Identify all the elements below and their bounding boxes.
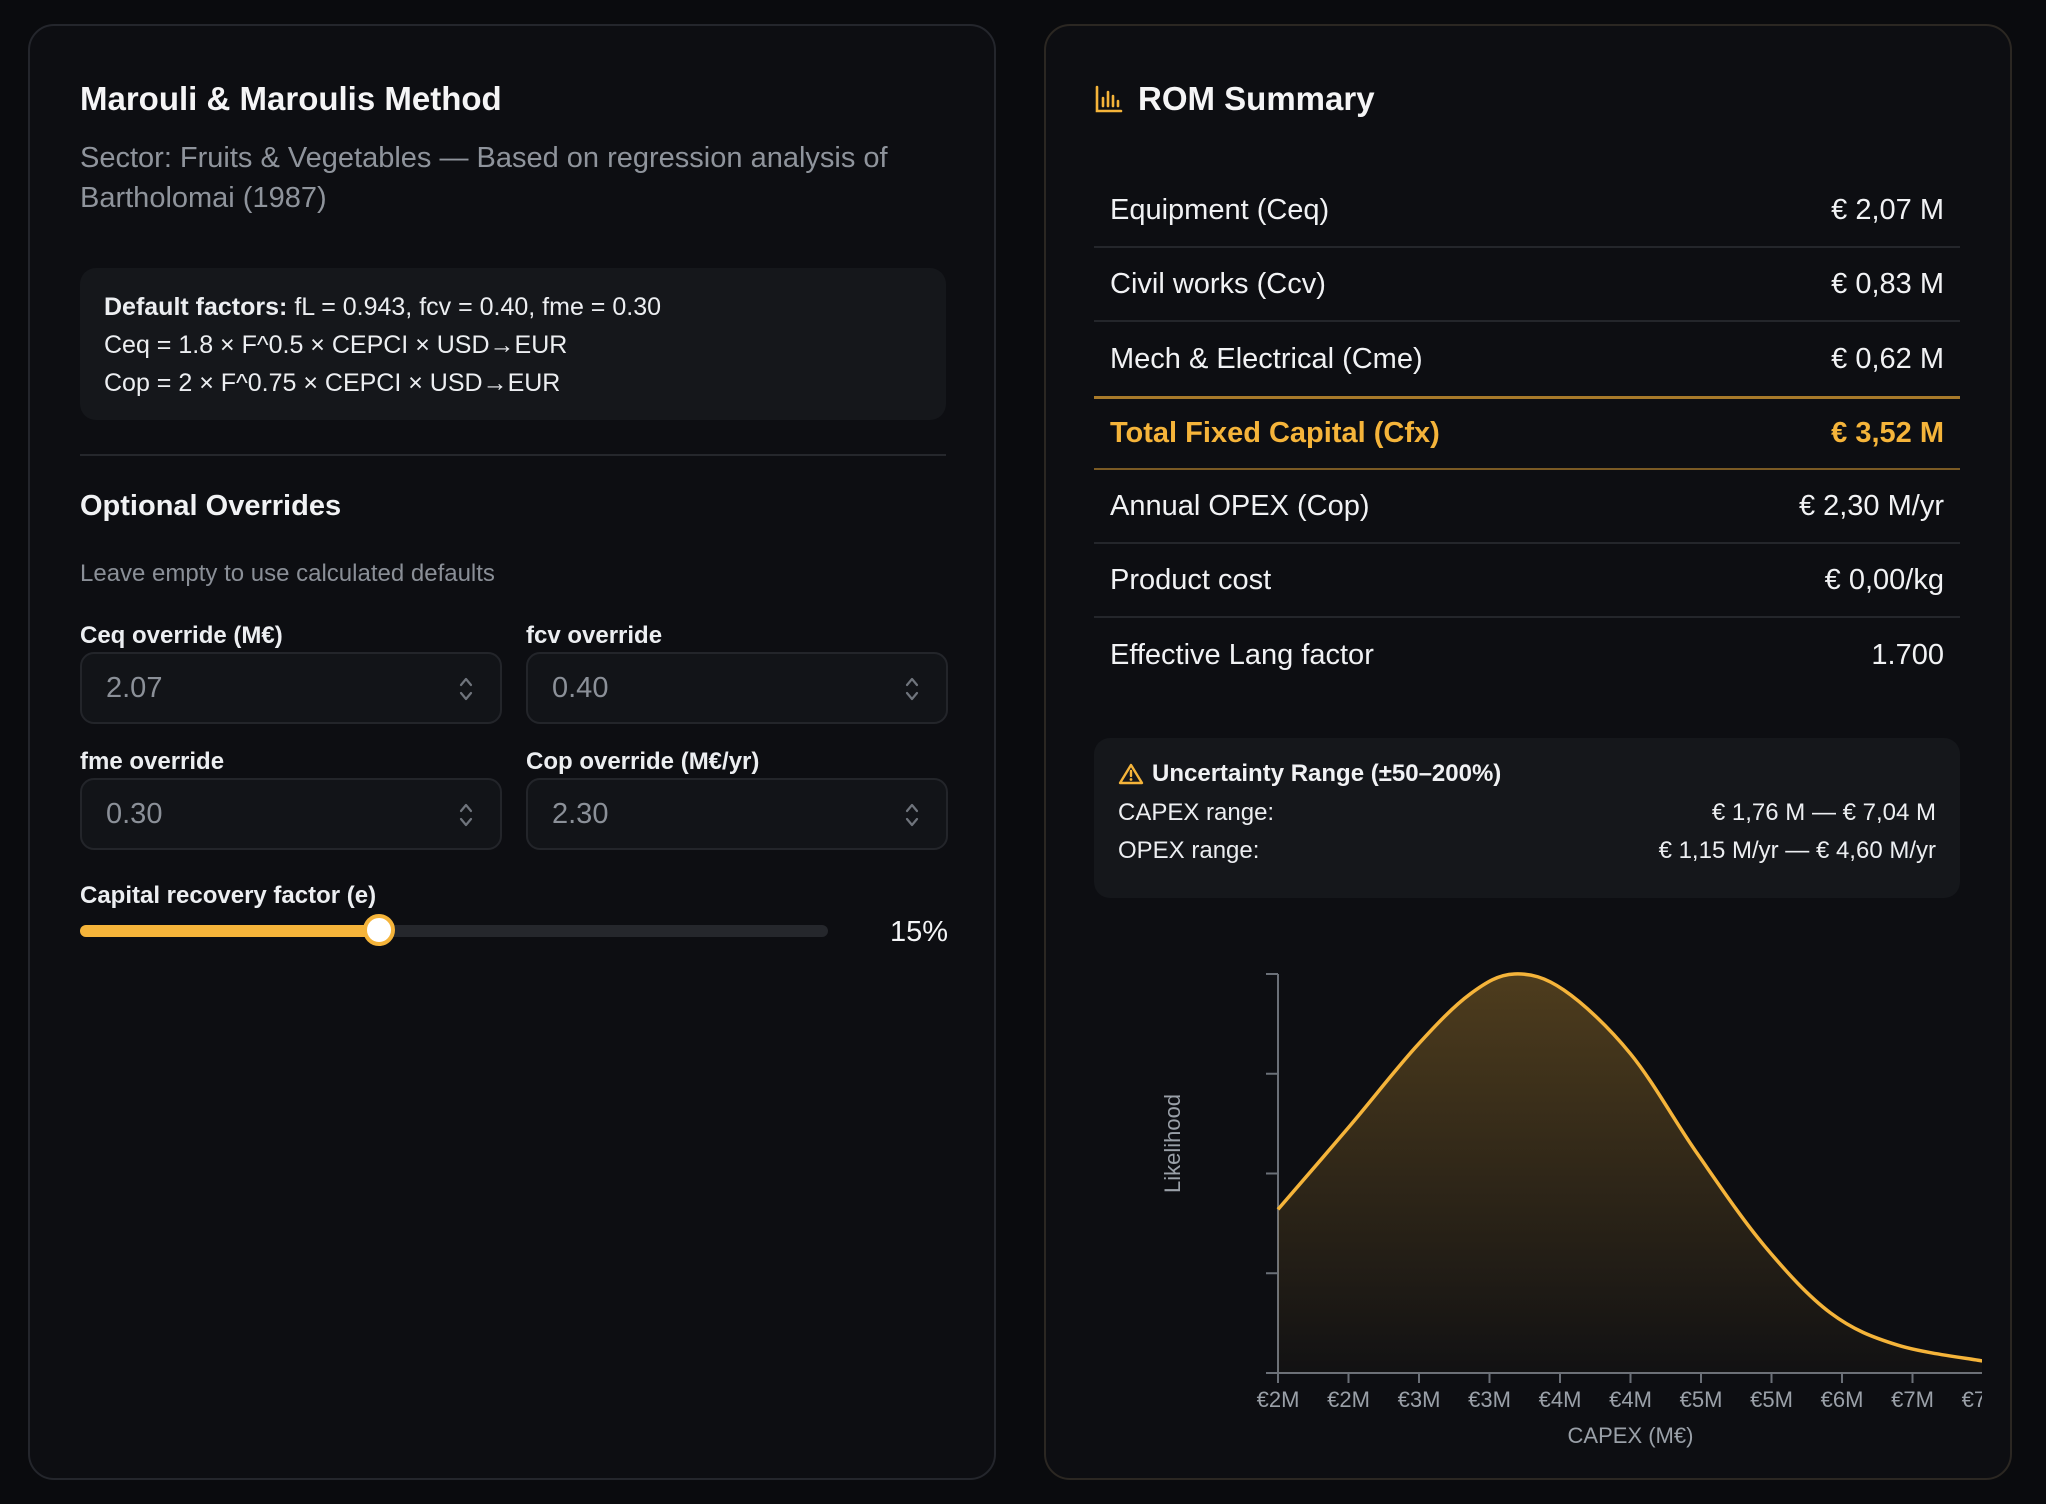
factors-label: Default factors: [104, 293, 288, 321]
cop-override-placeholder: 2.30 [552, 798, 609, 830]
fcv-override-input[interactable]: 0.40 [526, 652, 948, 724]
x-tick-label: €7M [1962, 1387, 1982, 1412]
row-value: € 2,07 M [1831, 193, 1944, 226]
row-label: Equipment (Ceq) [1110, 193, 1330, 226]
divider [80, 454, 946, 456]
chart-area [1278, 973, 1982, 1373]
opex-range-label: OPEX range: [1118, 837, 1260, 864]
bar-chart-icon [1095, 85, 1123, 113]
overrides-hint: Leave empty to use calculated defaults [80, 560, 495, 587]
summary-row-equipment: Equipment (Ceq) € 2,07 M [1094, 174, 1960, 248]
row-value: € 0,00/kg [1824, 563, 1944, 596]
overrides-title: Optional Overrides [80, 490, 342, 522]
method-subtitle: Sector: Fruits & Vegetables — Based on r… [80, 142, 888, 214]
row-value: 1.700 [1871, 638, 1944, 671]
summary-header: ROM Summary [1094, 80, 1375, 118]
summary-row-product-cost: Product cost € 0,00/kg [1094, 544, 1960, 618]
row-label: Annual OPEX (Cop) [1110, 489, 1370, 522]
row-value: € 3,52 M [1831, 417, 1944, 449]
opex-range-row: OPEX range: € 1,15 M/yr — € 4,60 M/yr [1118, 832, 1936, 870]
summary-row-lang-factor: Effective Lang factor 1.700 [1094, 618, 1960, 692]
summary-row-total-fixed-capital: Total Fixed Capital (Cfx) € 3,52 M [1094, 396, 1960, 470]
summary-table: Equipment (Ceq) € 2,07 M Civil works (Cc… [1094, 174, 1960, 692]
ceq-formula: Ceq = 1.8 × F^0.5 × CEPCI × USD→EUR [104, 331, 568, 359]
stepper-icon[interactable] [904, 674, 920, 704]
capex-likelihood-chart: €2M €2M €3M €3M €4M €4M €5M €5M €6M €7M €7M CAPEX … [1160, 972, 1982, 1448]
capex-range-row: CAPEX range: € 1,76 M — € 7,04 M [1118, 794, 1936, 832]
chart-x-axis-label: CAPEX (M€) [1568, 1423, 1694, 1448]
uncertainty-box: Uncertainty Range (±50–200%) CAPEX range… [1094, 738, 1960, 898]
summary-row-mech-electrical: Mech & Electrical (Cme) € 0,62 M [1094, 322, 1960, 396]
capital-recovery-value: 15% [890, 916, 949, 948]
row-value: € 0,62 M [1831, 342, 1944, 375]
x-tick-label: €5M [1750, 1387, 1793, 1412]
uncertainty-title: Uncertainty Range (±50–200%) [1152, 760, 1502, 787]
factors-values: fL = 0.943, fcv = 0.40, fme = 0.30 [294, 293, 662, 321]
ceq-override-placeholder: 2.07 [106, 672, 163, 704]
x-tick-label: €7M [1891, 1387, 1934, 1412]
warning-icon [1118, 763, 1144, 785]
x-tick-label: €2M [1327, 1387, 1370, 1412]
summary-row-annual-opex: Annual OPEX (Cop) € 2,30 M/yr [1094, 470, 1960, 544]
row-label: Civil works (Ccv) [1110, 267, 1326, 300]
x-tick-label: €5M [1680, 1387, 1723, 1412]
capital-recovery-label: Capital recovery factor (e) [80, 882, 377, 909]
fme-override-placeholder: 0.30 [106, 798, 163, 830]
rom-summary-panel: ROM Summary Equipment (Ceq) € 2,07 M Civ… [1044, 24, 2012, 1480]
stepper-icon[interactable] [904, 800, 920, 830]
ceq-override-input[interactable]: 2.07 [80, 652, 502, 724]
capex-range-value: € 1,76 M — € 7,04 M [1711, 799, 1936, 826]
cop-override-input[interactable]: 2.30 [526, 778, 948, 850]
x-tick-label: €4M [1539, 1387, 1582, 1412]
row-value: € 2,30 M/yr [1798, 489, 1944, 522]
slider-fill [80, 925, 380, 937]
capex-range-label: CAPEX range: [1118, 799, 1275, 826]
summary-title: ROM Summary [1138, 80, 1375, 117]
opex-range-value: € 1,15 M/yr — € 4,60 M/yr [1658, 837, 1936, 864]
method-title: Marouli & Maroulis Method [80, 80, 502, 117]
row-label: Effective Lang factor [1110, 638, 1374, 671]
row-label: Total Fixed Capital (Cfx) [1110, 417, 1440, 449]
x-tick-label: €3M [1398, 1387, 1441, 1412]
fme-override-label: fme override [80, 748, 225, 775]
x-tick-label: €6M [1821, 1387, 1864, 1412]
cop-formula: Cop = 2 × F^0.75 × CEPCI × USD→EUR [104, 369, 561, 397]
uncertainty-title-row: Uncertainty Range (±50–200%) [1118, 754, 1936, 794]
x-tick-label: €3M [1468, 1387, 1511, 1412]
chart-line [1276, 972, 1982, 1363]
method-panel: Marouli & Maroulis Method Sector: Fruits… [28, 24, 996, 1480]
fcv-override-placeholder: 0.40 [552, 672, 609, 704]
fme-override-input[interactable]: 0.30 [80, 778, 502, 850]
row-value: € 0,83 M [1831, 267, 1944, 300]
fcv-override-label: fcv override [526, 622, 663, 649]
default-factors-box: Default factors: fL = 0.943, fcv = 0.40,… [80, 268, 946, 420]
chart-x-ticks: €2M €2M €3M €3M €4M €4M €5M €5M €6M €7M €7M [1257, 1373, 1982, 1412]
slider-thumb[interactable] [363, 914, 396, 946]
row-label: Mech & Electrical (Cme) [1110, 342, 1423, 375]
cop-override-label: Cop override (M€/yr) [526, 748, 760, 775]
stepper-icon[interactable] [458, 800, 474, 830]
x-tick-label: €2M [1257, 1387, 1300, 1412]
capital-recovery-slider[interactable] [80, 914, 828, 946]
summary-row-civil-works: Civil works (Ccv) € 0,83 M [1094, 248, 1960, 322]
row-label: Product cost [1110, 563, 1272, 596]
x-tick-label: €4M [1609, 1387, 1652, 1412]
chart-y-axis-label: Likelihood [1160, 1094, 1185, 1193]
ceq-override-label: Ceq override (M€) [80, 622, 283, 649]
stepper-icon[interactable] [458, 674, 474, 704]
